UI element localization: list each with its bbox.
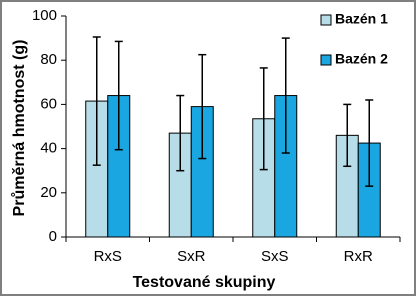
legend-label: Bazén 2 xyxy=(335,51,388,67)
x-axis-title: Testované skupiny xyxy=(133,274,276,291)
error-bar xyxy=(365,99,374,187)
x-tick-label: SxR xyxy=(177,248,206,265)
error-bar xyxy=(281,37,290,154)
error-bar xyxy=(176,94,185,172)
x-tick-label: RxR xyxy=(344,248,373,265)
legend-swatch xyxy=(320,54,332,66)
y-tick-label: 100 xyxy=(32,7,57,24)
y-tick-label: 0 xyxy=(49,228,57,245)
legend-swatch xyxy=(320,14,332,26)
error-bar xyxy=(343,103,352,168)
error-bar xyxy=(114,40,123,151)
y-tick-label: 80 xyxy=(40,51,57,68)
error-bar xyxy=(259,67,268,171)
y-tick-label: 40 xyxy=(40,140,57,157)
y-axis-title: Průměrná hmotnost (g) xyxy=(11,40,28,217)
x-tick-label: SxS xyxy=(261,248,289,265)
y-tick-label: 20 xyxy=(40,184,57,201)
legend-label: Bazén 1 xyxy=(335,11,388,27)
y-tick-label: 60 xyxy=(40,95,57,112)
error-bar xyxy=(198,53,207,160)
error-bar xyxy=(92,36,101,166)
x-tick-label: RxS xyxy=(94,248,122,265)
